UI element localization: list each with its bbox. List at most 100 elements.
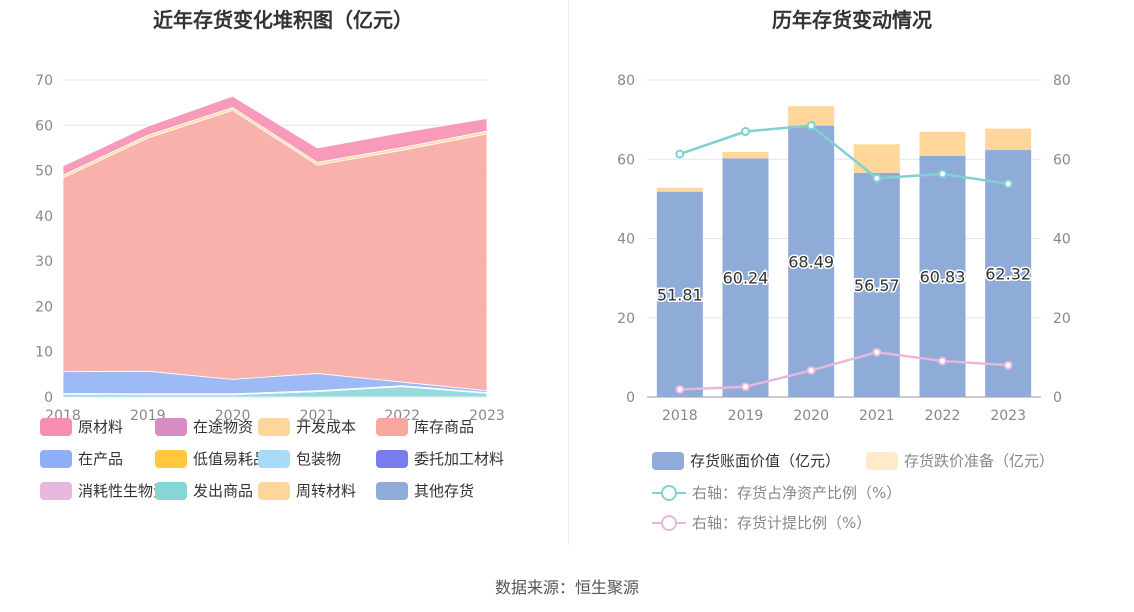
left-legend-item[interactable]: 包装物 [258, 448, 341, 469]
legend-swatch [258, 481, 290, 500]
left-y-tick-label: 10 [35, 345, 53, 361]
legend-line-marker [652, 484, 686, 502]
left-stacked-area-chart: 0 10 20 30 40 50 60 70 2018 2019 2020 2021 2022 2023 [35, 73, 505, 420]
legend-label: 存货跌价准备（亿元） [904, 452, 1055, 470]
legend-line-marker [652, 514, 686, 532]
area-series [62, 109, 488, 392]
left-y-tick-label: 30 [35, 254, 53, 270]
line-point [675, 149, 685, 159]
left-legend-item[interactable]: 在途物资 [155, 416, 253, 437]
legend-swatch [258, 417, 290, 436]
left-y-tick-label: 70 [35, 73, 53, 89]
legend-label: 库存商品 [414, 418, 475, 436]
right-y-tick-label: 60 [617, 152, 635, 168]
left-legend-item[interactable]: 发出商品 [155, 480, 253, 501]
right-x-tick-label: 2020 [793, 408, 829, 420]
legend-label: 右轴：存货计提比例（%） [692, 514, 872, 532]
legend-label: 开发成本 [296, 418, 357, 436]
bar-provision [722, 151, 769, 159]
right-y2-tick-label: 60 [1053, 152, 1071, 168]
left-x-tick-label: 2019 [130, 408, 166, 420]
right-y-tick-label: 40 [617, 232, 635, 248]
line-point [938, 169, 947, 179]
line-point [806, 121, 816, 131]
bar-book-value [656, 191, 703, 397]
left-legend-item[interactable]: 低值易耗品 [155, 448, 268, 469]
right-y2-tick-label: 20 [1053, 311, 1071, 327]
bar-value-label: 56.57 [854, 276, 900, 295]
right-x-tick-label: 2018 [662, 408, 698, 420]
legend-swatch [376, 417, 408, 436]
right-x-tick-label: 2022 [925, 408, 961, 420]
area-series [62, 95, 488, 176]
right-y2-tick-label: 40 [1053, 232, 1071, 248]
legend-swatch [155, 417, 187, 436]
bar-book-value [722, 158, 769, 397]
legend-label: 在产品 [78, 450, 124, 468]
left-y-tick-label: 20 [35, 299, 53, 315]
right-legend-item[interactable]: 右轴：存货占净资产比例（%） [652, 482, 901, 503]
line-point [1003, 179, 1013, 189]
line-point [741, 127, 750, 137]
right-bar-line-chart: 0 20 40 60 80 0 20 40 60 80 51.81 60.24 68.49 56.57 60… [617, 73, 1071, 420]
legend-swatch [376, 449, 408, 468]
left-y-tick-label: 0 [44, 390, 53, 406]
bar-value-label: 62.32 [985, 265, 1031, 284]
left-x-tick-label: 2018 [45, 408, 81, 420]
right-x-tick-label: 2019 [728, 408, 764, 420]
legend-swatch [376, 481, 408, 500]
bar-provision [853, 144, 900, 173]
right-y-tick-label: 80 [617, 73, 635, 89]
legend-label: 低值易耗品 [193, 450, 269, 468]
legend-swatch [40, 417, 72, 436]
right-legend-item[interactable]: 存货跌价准备（亿元） [866, 450, 1054, 471]
left-legend-item[interactable]: 库存商品 [376, 416, 474, 437]
right-y-tick-label: 20 [617, 311, 635, 327]
right-y2-tick-label: 0 [1053, 390, 1062, 406]
line-point [872, 173, 882, 183]
bar-value-label: 60.83 [920, 267, 966, 286]
line-series [679, 350, 1009, 391]
legend-swatch [258, 449, 290, 468]
legend-label: 周转材料 [296, 482, 357, 500]
legend-label: 委托加工材料 [414, 450, 505, 468]
legend-label: 发出商品 [193, 482, 254, 500]
right-x-tick-label: 2021 [859, 408, 895, 420]
legend-swatch [155, 449, 187, 468]
legend-label: 在途物资 [193, 418, 254, 436]
right-y2-tick-label: 80 [1053, 73, 1071, 89]
bar-provision [788, 106, 835, 126]
right-y-tick-label: 0 [626, 390, 635, 406]
left-legend-item[interactable]: 委托加工材料 [376, 448, 504, 469]
left-legend-item[interactable]: 在产品 [40, 448, 123, 469]
left-legend-item[interactable]: 原材料 [40, 416, 123, 437]
right-legend-item[interactable]: 右轴：存货计提比例（%） [652, 512, 871, 533]
bar-value-label: 68.49 [788, 252, 834, 271]
legend-swatch [40, 481, 72, 500]
legend-label: 包装物 [296, 450, 342, 468]
left-x-tick-label: 2022 [384, 408, 420, 420]
line-point [675, 384, 685, 394]
data-source: 数据来源：恒生聚源 [494, 578, 639, 597]
legend-label: 原材料 [78, 418, 124, 436]
left-chart-title: 近年存货变化堆积图（亿元） [153, 8, 413, 32]
bar-book-value [853, 172, 900, 397]
right-legend-item[interactable]: 存货账面价值（亿元） [652, 450, 840, 471]
line-point [938, 356, 947, 366]
bar-value-label: 51.81 [657, 285, 703, 304]
left-legend-item[interactable]: 开发成本 [258, 416, 356, 437]
legend-swatch [40, 449, 72, 468]
left-x-tick-label: 2023 [469, 408, 505, 420]
line-series [679, 124, 1009, 186]
left-x-tick-label: 2020 [215, 408, 251, 420]
left-legend-item[interactable]: 周转材料 [258, 480, 356, 501]
legend-swatch [155, 481, 187, 500]
line-point [872, 347, 882, 357]
legend-label: 右轴：存货占净资产比例（%） [692, 484, 902, 502]
right-x-tick-label: 2023 [990, 408, 1026, 420]
legend-label: 其他存货 [414, 482, 475, 500]
line-point [741, 382, 750, 392]
left-legend-item[interactable]: 其他存货 [376, 480, 474, 501]
right-chart-title: 历年存货变动情况 [772, 8, 932, 32]
left-y-tick-label: 40 [35, 209, 53, 225]
